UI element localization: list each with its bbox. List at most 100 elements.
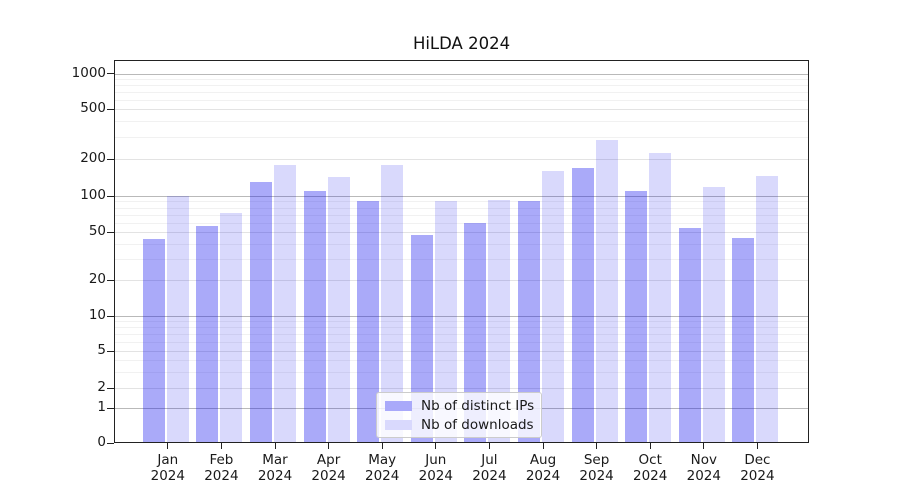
x-tick-label: Sep 2024: [567, 452, 627, 484]
sub-gridline: [114, 351, 809, 352]
y-tick-mark: [107, 73, 114, 75]
y-tick-label: 1000: [71, 64, 106, 81]
y-tick-mark: [107, 231, 114, 233]
x-tick-mark: [274, 443, 276, 449]
x-tick-mark: [167, 443, 169, 449]
sub-gridline: [114, 280, 809, 281]
minor-gridline: [114, 360, 809, 361]
bar-downloads: [756, 176, 779, 443]
bar-distinct-ips: [196, 226, 219, 443]
bar-distinct-ips: [410, 235, 433, 443]
legend: Nb of distinct IPs Nb of downloads: [376, 392, 542, 438]
legend-swatch-downloads: [385, 419, 412, 430]
x-tick-year: 2024: [204, 468, 239, 484]
y-tick-mark: [107, 315, 114, 317]
x-tick-label: Oct 2024: [620, 452, 680, 484]
x-tick-label: Mar 2024: [245, 452, 305, 484]
legend-label-distinct-ips: Nb of distinct IPs: [421, 397, 535, 414]
minor-gridline: [114, 99, 809, 101]
bar-distinct-ips: [357, 201, 380, 443]
x-tick-year: 2024: [579, 468, 614, 484]
bar-downloads: [274, 165, 296, 443]
bar-downloads: [381, 164, 404, 443]
x-tick-mark: [381, 443, 383, 449]
minor-gridline: [114, 258, 809, 260]
y-tick-label: 0: [97, 434, 106, 450]
x-tick-mark: [435, 443, 437, 449]
minor-gridline: [114, 201, 809, 203]
x-tick-label: Nov 2024: [674, 452, 734, 484]
major-gridline: [114, 73, 809, 75]
x-tick-label: Jan 2024: [138, 452, 198, 484]
minor-gridline: [114, 371, 809, 373]
sub-gridline: [114, 232, 809, 233]
y-tick-mark: [107, 407, 114, 409]
x-tick-year: 2024: [365, 468, 400, 484]
y-tick-label: 50: [88, 223, 106, 239]
x-tick-label: May 2024: [352, 452, 412, 484]
minor-gridline: [114, 214, 809, 216]
bar-distinct-ips: [142, 238, 165, 443]
sub-gridline: [114, 159, 809, 160]
y-tick-label: 20: [88, 271, 106, 287]
minor-gridline: [114, 78, 809, 80]
bar-distinct-ips: [250, 181, 272, 443]
x-tick-label: Apr 2024: [299, 452, 359, 484]
minor-gridline: [114, 84, 809, 86]
x-tick-mark: [488, 443, 491, 449]
y-tick-label: 200: [80, 150, 106, 166]
x-tick-mark: [649, 443, 651, 449]
bar-distinct-ips: [464, 222, 487, 443]
y-tick-mark: [107, 195, 114, 197]
x-tick-label: Jun 2024: [406, 452, 466, 484]
legend-item-downloads: Nb of downloads: [385, 416, 534, 433]
x-tick-year: 2024: [686, 468, 721, 484]
minor-gridline: [114, 327, 809, 329]
x-tick-year: 2024: [472, 468, 507, 484]
minor-gridline: [114, 321, 809, 323]
x-tick-label: Jul 2024: [459, 452, 519, 484]
y-tick-mark: [107, 279, 114, 281]
x-tick-mark: [542, 443, 544, 449]
x-tick-mark: [596, 443, 598, 449]
legend-label-downloads: Nb of downloads: [421, 416, 534, 433]
y-tick-label: 5: [97, 342, 106, 358]
minor-gridline: [114, 91, 809, 93]
sub-gridline: [114, 109, 809, 110]
y-tick-label: 1: [97, 399, 106, 415]
bar-downloads: [649, 153, 672, 443]
bar-downloads: [542, 171, 564, 443]
y-tick-label: 10: [88, 307, 106, 323]
x-tick-label: Dec 2024: [727, 452, 787, 484]
minor-gridline: [114, 243, 809, 245]
bar-distinct-ips: [678, 228, 701, 443]
y-tick-label: 100: [80, 187, 106, 203]
bar-distinct-ips: [518, 201, 540, 443]
bar-distinct-ips: [732, 237, 755, 443]
minor-gridline: [114, 334, 809, 335]
x-tick-mark: [220, 443, 223, 449]
sub-gridline: [114, 388, 809, 389]
legend-item-distinct-ips: Nb of distinct IPs: [385, 397, 535, 414]
minor-gridline: [114, 136, 809, 138]
minor-gridline: [114, 121, 809, 123]
bar-distinct-ips: [571, 168, 594, 443]
bar-downloads: [166, 196, 189, 443]
x-tick-year: 2024: [633, 468, 668, 484]
y-tick-mark: [107, 387, 114, 389]
major-gridline: [114, 316, 809, 317]
major-gridline: [114, 196, 809, 197]
bar-distinct-ips: [625, 191, 648, 443]
bar-downloads: [327, 177, 350, 443]
x-tick-mark: [756, 443, 759, 449]
y-tick-mark: [107, 350, 114, 352]
minor-gridline: [114, 207, 809, 209]
legend-swatch-distinct-ips: [385, 400, 412, 411]
x-tick-year: 2024: [525, 468, 561, 484]
y-tick-label: 500: [80, 100, 106, 116]
bar-downloads: [488, 200, 511, 443]
y-tick-mark: [107, 442, 114, 444]
bar-downloads: [220, 213, 243, 443]
minor-gridline: [114, 341, 809, 343]
bar-distinct-ips: [303, 191, 326, 443]
